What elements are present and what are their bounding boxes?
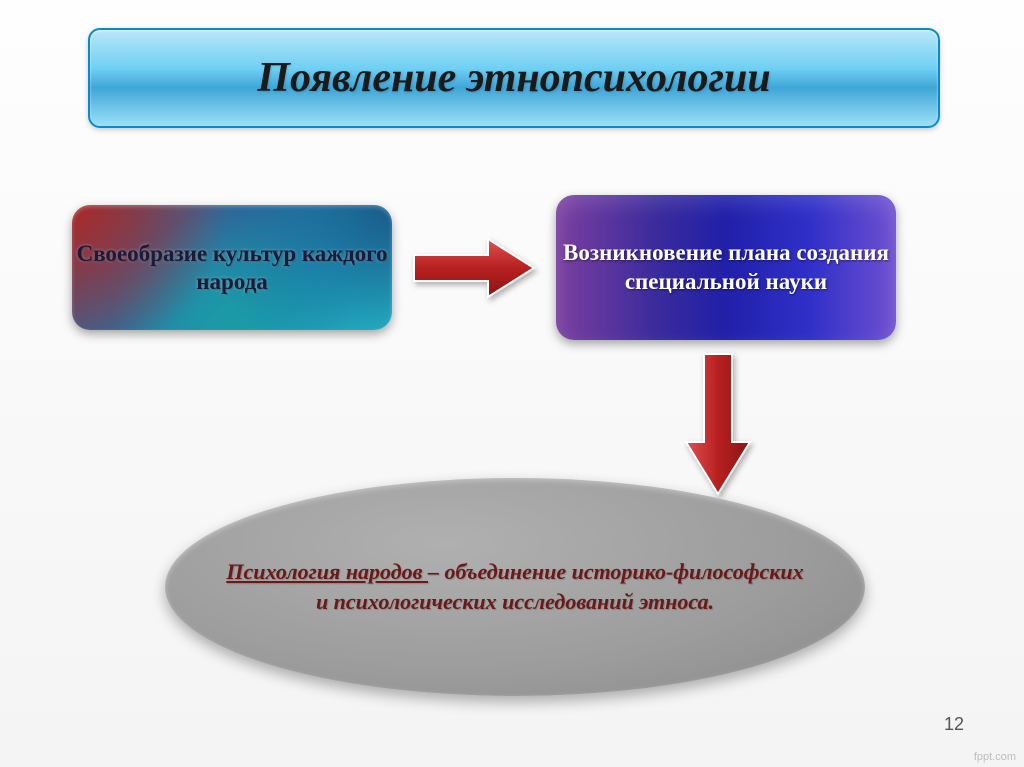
node-cultures-label: Своеобразие культур каждого народа xyxy=(72,240,392,295)
title-text: Появление этнопсихологии xyxy=(257,54,770,102)
ellipse-highlight: Психология народов xyxy=(226,559,428,584)
node-psychology-ellipse: Психология народов – объединение историк… xyxy=(165,478,865,696)
arrow-down-icon xyxy=(680,350,756,498)
arrow-right-icon xyxy=(410,233,538,303)
page-number: 12 xyxy=(944,714,964,735)
node-cultures: Своеобразие культур каждого народа xyxy=(72,205,392,330)
node-plan: Возникновение плана создания специальной… xyxy=(556,195,896,340)
ellipse-text: Психология народов – объединение историк… xyxy=(165,557,865,616)
watermark: fppt.com xyxy=(974,751,1016,763)
node-plan-label: Возникновение плана создания специальной… xyxy=(556,239,896,297)
title-banner: Появление этнопсихологии xyxy=(88,28,940,128)
